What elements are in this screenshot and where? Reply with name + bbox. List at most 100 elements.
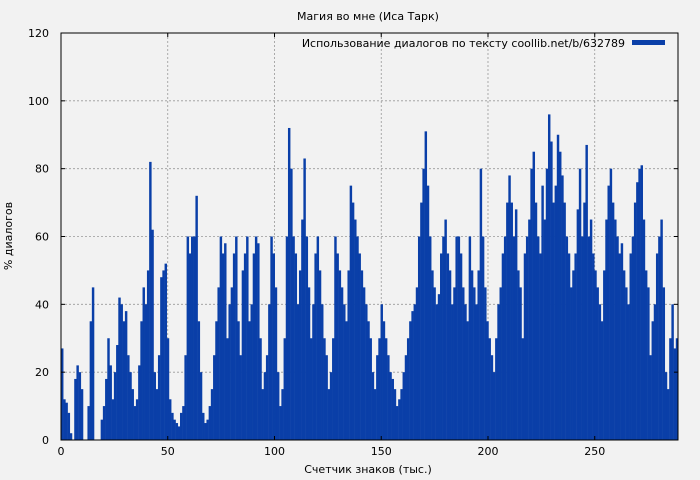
bar [561,175,564,440]
bar [279,406,282,440]
bar [312,304,315,440]
bar [199,372,203,440]
bar [570,287,573,441]
bar [109,365,112,440]
x-tick-label: 50 [161,445,175,458]
bar [257,243,260,440]
bar [131,389,134,441]
bar [173,419,176,440]
bar [69,433,73,440]
x-axis-label: Счетчик знаков (тыс.) [304,463,432,476]
bar [179,412,183,440]
bar [444,219,447,440]
bar [664,372,668,440]
bar [243,253,247,440]
bar [371,372,375,440]
bar [67,412,71,440]
bar [146,270,150,440]
bar [378,338,381,440]
y-tick-label: 80 [35,163,49,176]
bar [398,399,401,440]
bar [182,406,185,440]
bar [406,338,410,440]
bar [111,399,115,440]
bar [246,236,249,440]
bar [270,236,273,440]
bar [160,277,163,440]
bar [440,253,443,440]
bar [484,287,487,441]
bar [263,372,267,440]
bar [424,131,428,441]
bar [552,202,555,440]
bar [481,236,485,440]
bar [594,270,597,440]
bar [521,338,524,440]
bar [384,338,388,440]
bar [404,355,408,440]
bar [164,263,168,440]
bar [387,355,390,440]
bar [206,419,209,440]
bar [343,304,346,440]
bar [572,270,575,440]
bar [448,270,452,440]
x-tick-label: 250 [584,445,605,458]
bar [596,287,599,441]
bar [442,236,445,440]
y-tick-label: 0 [42,434,49,447]
bar [149,161,152,440]
bar [89,321,93,440]
bar [660,219,663,440]
bar [581,236,584,440]
bar [640,165,643,440]
legend: Использование диалогов по тексту coollib… [302,37,665,50]
bar [523,253,527,440]
bar [120,304,123,440]
bar [437,294,441,440]
bar [230,287,234,441]
bar [184,355,187,440]
bar [347,270,350,440]
bar [195,195,198,440]
bar [202,412,205,440]
bar [191,236,194,440]
bar [151,229,154,440]
bar [133,406,137,440]
bar [644,270,648,440]
bar [600,321,604,440]
bar [510,202,513,440]
bar [327,389,331,441]
bar [675,338,679,440]
bar [177,426,181,440]
bar [345,321,348,440]
bar [627,304,630,440]
y-tick-label: 100 [28,95,49,108]
bar [118,297,121,440]
bar [409,321,412,440]
bar [356,236,359,440]
bar [468,236,472,440]
bar [631,236,635,440]
bar [80,389,84,441]
bar [298,270,302,440]
bar [605,219,608,440]
bar [186,236,190,440]
bar [102,406,106,440]
bar [530,168,533,441]
bar [653,304,657,440]
bar [506,202,509,440]
bar [475,304,478,440]
bar [583,202,586,440]
bar [492,372,496,440]
bar [283,338,287,440]
bar [556,134,560,440]
bar [611,202,615,440]
bar [651,321,655,440]
bar [547,114,551,441]
bar [598,304,602,440]
bar [129,372,132,440]
bar [473,287,476,441]
bar [314,253,317,440]
bar [248,321,251,440]
